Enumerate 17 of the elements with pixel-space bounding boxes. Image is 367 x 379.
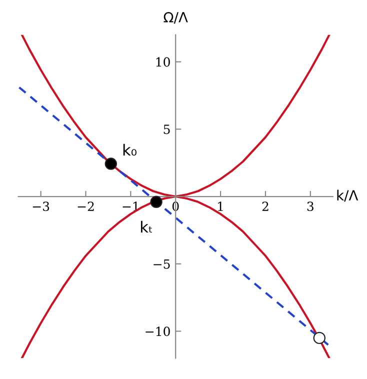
- y-tick-label: 5: [164, 124, 170, 134]
- annotation: k₀: [123, 144, 136, 156]
- y-axis-title: Ω/Λ: [164, 12, 188, 24]
- x-tick-label: 2: [262, 202, 268, 211]
- point: [104, 158, 118, 170]
- x-tick-label: 0: [172, 202, 179, 212]
- x-tick-label: −3: [32, 202, 50, 212]
- x-axis-title: k/Λ: [337, 190, 358, 202]
- x-tick-label: −2: [78, 202, 94, 211]
- y-tick-label: −5: [154, 260, 170, 269]
- point: [150, 196, 162, 208]
- point: [313, 332, 326, 344]
- annotation: kₜ: [141, 220, 152, 233]
- x-tick-label: 3: [307, 202, 314, 212]
- y-tick-label: −10: [146, 326, 170, 336]
- y-tick-label: 10: [156, 57, 170, 67]
- x-tick-label: 1: [218, 202, 223, 211]
